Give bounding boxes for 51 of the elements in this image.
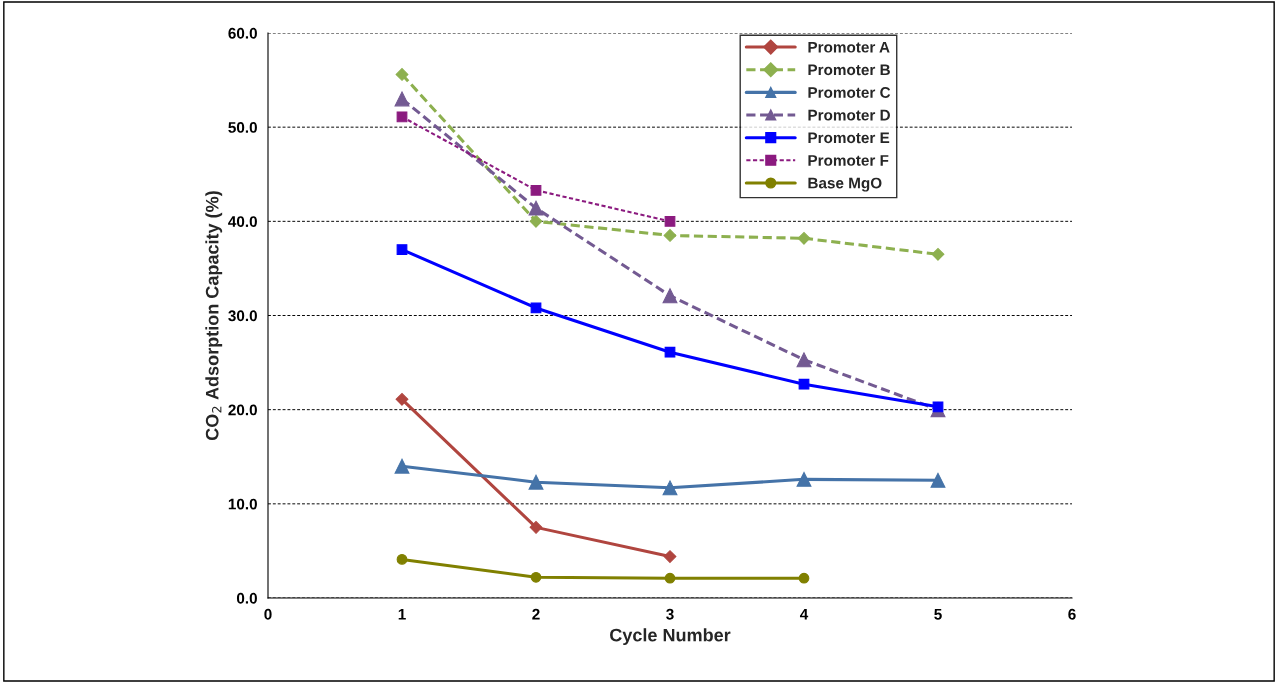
point	[798, 572, 810, 584]
point	[664, 346, 676, 358]
legend-label: Promoter B	[808, 64, 890, 76]
legend-label: Promoter D	[808, 109, 890, 121]
point	[528, 474, 544, 490]
legend-label: Promoter E	[808, 132, 890, 144]
legend-label: Promoter A	[808, 41, 890, 53]
y-tick-label: 40.0	[228, 216, 257, 228]
point	[662, 480, 678, 496]
point	[796, 471, 812, 487]
y-tick-label: 60.0	[228, 27, 257, 39]
legend-label: Base MgO	[808, 177, 882, 192]
point	[664, 215, 676, 227]
point	[395, 392, 409, 406]
point	[529, 214, 543, 228]
y-tick-label: 30.0	[228, 310, 257, 322]
point	[930, 472, 946, 488]
y-tick-label: 10.0	[228, 498, 257, 510]
point	[664, 572, 676, 584]
point	[394, 458, 410, 474]
x-tick-label: 5	[934, 608, 942, 620]
point	[931, 247, 945, 261]
point	[797, 231, 811, 245]
legend-label: Promoter C	[808, 87, 891, 98]
point	[932, 401, 944, 413]
point	[529, 520, 543, 534]
point	[396, 244, 408, 255]
point	[396, 111, 408, 123]
point	[663, 550, 677, 563]
y-tick-label: 20.0	[228, 404, 257, 416]
legend-label: Promoter F	[808, 155, 889, 166]
x-axis-title: Cycle Number	[610, 628, 731, 646]
point	[528, 200, 544, 216]
x-tick-label: 6	[1068, 608, 1076, 620]
point	[394, 91, 410, 107]
x-tick-label: 0	[264, 608, 272, 620]
point	[530, 184, 542, 196]
point	[798, 378, 810, 390]
x-tick-label: 4	[799, 608, 809, 620]
point	[796, 352, 812, 368]
point	[530, 571, 542, 583]
y-tick-label: 0.0	[236, 592, 257, 604]
y-tick-label: 50.0	[228, 122, 257, 133]
point	[663, 229, 677, 242]
x-tick-label: 1	[398, 608, 406, 620]
x-tick-label: 3	[666, 608, 674, 620]
point	[395, 68, 409, 81]
point	[662, 288, 678, 304]
x-tick-label: 2	[532, 608, 540, 620]
y-axis-title: CO$_{2}$ Adsorption Capacity (%)	[205, 191, 223, 441]
point	[396, 554, 408, 565]
